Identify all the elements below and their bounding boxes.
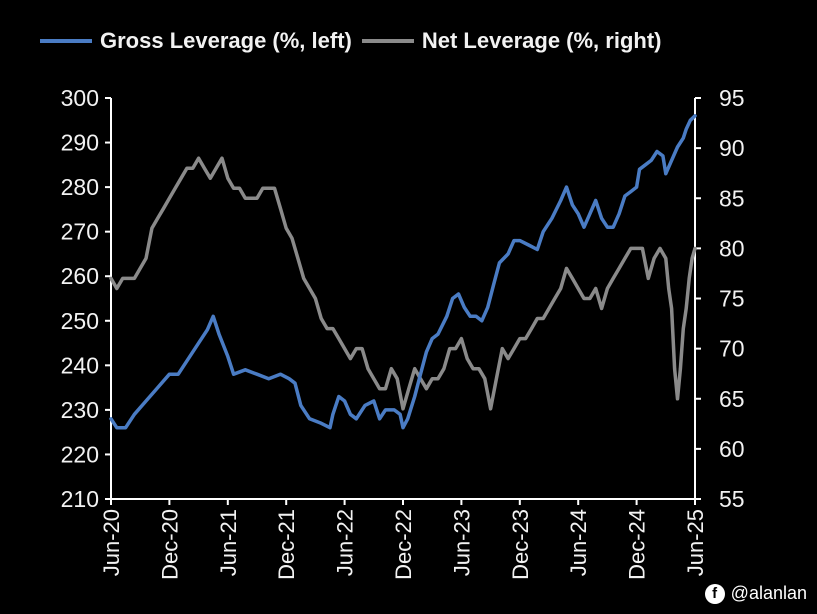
y-left-tick-label: 240 (61, 352, 99, 378)
series-line-net-leverage (109, 156, 697, 411)
x-tick-label: Jun-21 (216, 509, 241, 576)
x-tick-label: Jun-20 (99, 509, 124, 576)
legend-label-gross: Gross Leverage (%, left) (100, 28, 352, 53)
legend: Gross Leverage (%, left) Net Leverage (%… (40, 28, 661, 54)
y-right-tick-label: 55 (719, 486, 745, 512)
y-left-tick-label: 260 (61, 263, 99, 289)
y-right-tick-label: 90 (719, 135, 745, 161)
y-right-tick-label: 95 (719, 85, 745, 111)
x-tick-label: Dec-22 (391, 509, 416, 580)
legend-swatch-net (361, 39, 414, 43)
x-tick-label: Jun-22 (333, 509, 358, 576)
y-right-tick-label: 60 (719, 436, 745, 462)
y-right-tick-label: 85 (719, 185, 745, 211)
watermark: f @alanlan (704, 583, 807, 604)
y-left-tick-label: 230 (61, 397, 99, 423)
legend-label-net: Net Leverage (%, right) (421, 28, 662, 53)
y-left-tick-label: 250 (61, 308, 99, 334)
y-left-tick-label: 300 (61, 85, 99, 111)
y-right-tick-label: 80 (719, 235, 745, 261)
y-left-tick-label: 280 (61, 174, 99, 200)
y-left-tick-label: 220 (61, 441, 99, 467)
x-tick-label: Jun-23 (449, 509, 474, 576)
watermark-text: @alanlan (730, 583, 807, 603)
x-tick-label: Dec-24 (625, 509, 650, 580)
series-line-gross-leverage (109, 114, 697, 430)
x-tick-label: Jun-25 (683, 509, 708, 576)
y-left-tick-label: 210 (61, 486, 99, 512)
x-tick-label: Dec-23 (508, 509, 533, 580)
y-right-tick-label: 70 (719, 336, 745, 362)
x-tick-label: Jun-24 (566, 509, 591, 576)
y-right-tick-label: 75 (719, 286, 745, 312)
legend-swatch-gross (40, 39, 92, 43)
legend-item-net: Net Leverage (%, right) (361, 28, 662, 54)
x-tick-label: Dec-21 (274, 509, 299, 580)
facebook-icon: f (704, 583, 725, 604)
y-right-tick-label: 65 (719, 386, 745, 412)
x-tick-label: Dec-20 (157, 509, 182, 580)
y-left-tick-label: 270 (61, 219, 99, 245)
legend-item-gross: Gross Leverage (%, left) (40, 28, 352, 54)
y-left-tick-label: 290 (61, 130, 99, 156)
